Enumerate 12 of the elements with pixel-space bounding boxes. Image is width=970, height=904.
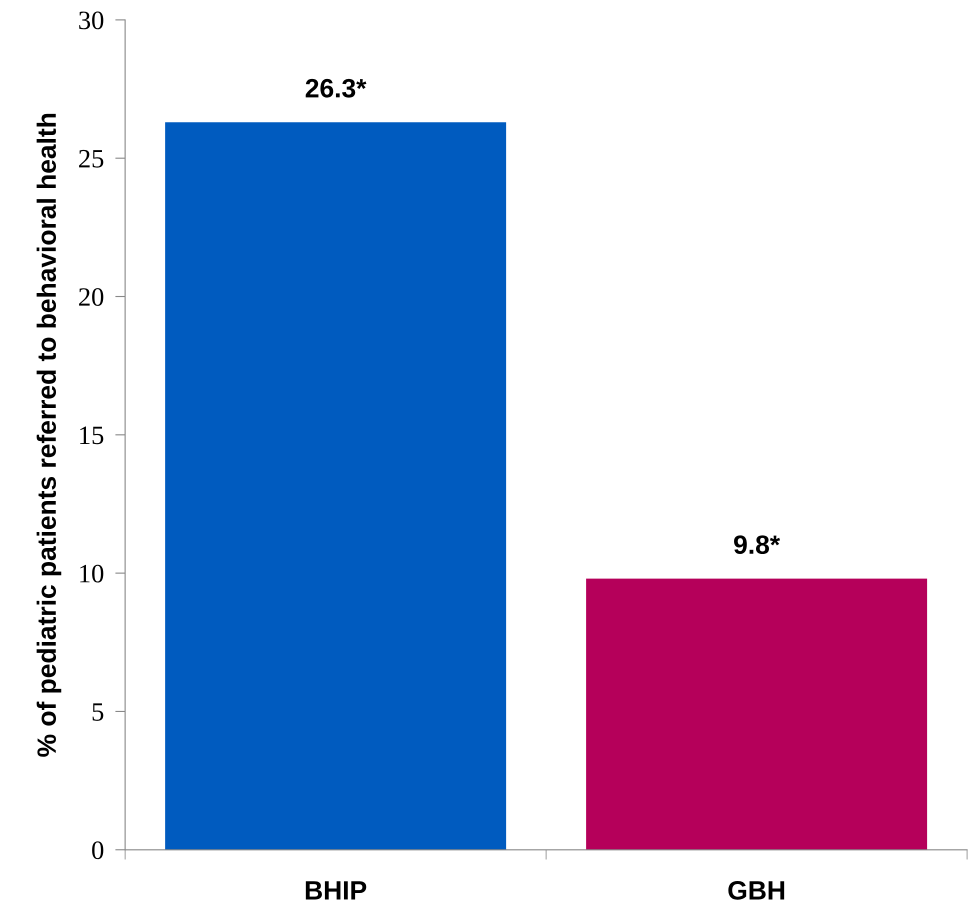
y-tick-label: 5 xyxy=(92,703,104,721)
y-tick-label: 15 xyxy=(80,426,104,444)
y-tick-label: 30 xyxy=(79,11,104,30)
y-tick-label: 20 xyxy=(79,288,104,306)
y-tick-label: 10 xyxy=(80,564,104,583)
data-label: 26.3* xyxy=(306,78,366,98)
x-tick-label: GBH xyxy=(728,881,784,900)
y-tick-label: 25 xyxy=(79,150,104,168)
y-axis-title: % of pediatric patients referred to behavioral health xyxy=(36,114,62,757)
x-tick-label: BHIP xyxy=(306,881,366,900)
y-tick-label: 0 xyxy=(92,841,104,860)
data-label: 9.8* xyxy=(734,535,780,554)
